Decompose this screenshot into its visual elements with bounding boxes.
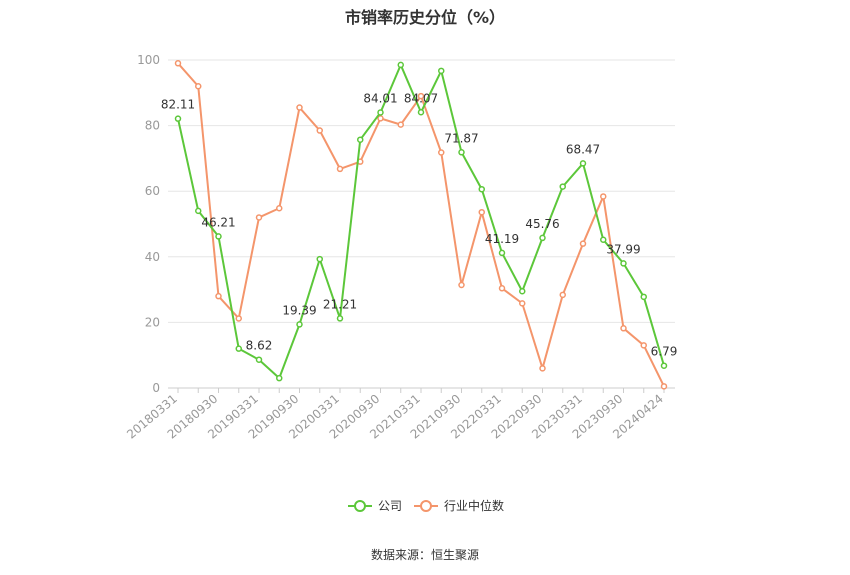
data-point[interactable] (640, 293, 647, 301)
data-labels: 82.11 46.21 8.62 19.39 21.21 84.01 84.07 71.87 4… (161, 91, 678, 358)
legend-label: 行业中位数 (444, 498, 504, 513)
data-point[interactable] (579, 240, 587, 247)
data-point[interactable] (195, 82, 202, 90)
y-tick-label: 0 (152, 381, 160, 395)
data-point[interactable] (519, 287, 526, 295)
data-point[interactable] (438, 67, 445, 75)
data-point[interactable] (579, 160, 587, 167)
data-point[interactable] (640, 342, 647, 349)
data-point[interactable] (215, 292, 222, 300)
data-point[interactable] (498, 285, 506, 292)
data-label: 82.11 (161, 98, 195, 112)
data-point[interactable] (276, 205, 283, 212)
data-point[interactable] (559, 291, 566, 299)
chart-title: 市销率历史分位（%） (344, 8, 506, 27)
data-label: 8.62 (246, 339, 273, 353)
data-point[interactable] (660, 383, 668, 390)
y-tick-label: 40 (145, 250, 160, 264)
data-point[interactable] (478, 208, 485, 216)
series-layer (174, 60, 668, 390)
data-point[interactable] (519, 300, 526, 307)
data-point[interactable] (174, 60, 182, 67)
data-point[interactable] (559, 183, 566, 190)
data-label: 45.76 (525, 217, 559, 231)
source-note: 数据来源：恒生聚源 (370, 548, 479, 562)
axes: 0204060801002018033120180930201903312019… (124, 53, 675, 442)
data-point[interactable] (600, 193, 607, 200)
data-label: 71.87 (444, 131, 478, 145)
data-point[interactable] (539, 365, 546, 372)
data-point[interactable] (417, 109, 425, 116)
legend-marker-icon (354, 500, 366, 512)
data-point[interactable] (316, 255, 323, 263)
data-point[interactable] (255, 356, 263, 363)
y-tick-label: 80 (145, 119, 160, 133)
legend[interactable]: 公司 行业中位数 (348, 498, 504, 513)
y-tick-label: 60 (145, 184, 160, 198)
y-tick-label: 20 (145, 315, 160, 329)
data-label: 84.07 (404, 91, 438, 105)
data-point[interactable] (438, 149, 445, 156)
data-point[interactable] (377, 115, 384, 122)
data-point[interactable] (195, 207, 202, 215)
data-point[interactable] (498, 249, 506, 257)
data-point[interactable] (620, 260, 627, 267)
data-point[interactable] (539, 234, 546, 242)
data-point[interactable] (296, 321, 303, 328)
data-point[interactable] (296, 104, 303, 111)
data-point[interactable] (660, 362, 668, 369)
legend-item-company[interactable]: 公司 (348, 499, 402, 513)
data-point[interactable] (397, 61, 404, 69)
data-point[interactable] (478, 185, 485, 193)
data-point[interactable] (377, 109, 384, 116)
data-label: 46.21 (201, 215, 235, 229)
legend-marker-icon (420, 500, 432, 512)
data-point[interactable] (235, 345, 242, 352)
data-point[interactable] (600, 236, 607, 243)
data-point[interactable] (255, 214, 263, 221)
data-point[interactable] (276, 374, 283, 382)
legend-label: 公司 (378, 499, 402, 513)
data-point[interactable] (336, 165, 344, 173)
data-point[interactable] (357, 136, 364, 143)
data-point[interactable] (458, 281, 465, 289)
data-label: 21.21 (323, 297, 357, 311)
data-point[interactable] (174, 115, 182, 122)
data-label: 37.99 (606, 242, 640, 256)
data-label: 6.79 (651, 345, 678, 359)
legend-item-industry-median[interactable]: 行业中位数 (414, 498, 504, 513)
data-point[interactable] (417, 92, 425, 100)
y-tick-label: 100 (137, 53, 160, 67)
data-point[interactable] (316, 127, 323, 134)
data-label: 19.39 (282, 303, 316, 317)
data-point[interactable] (336, 315, 344, 322)
data-point[interactable] (397, 121, 404, 128)
data-point[interactable] (620, 325, 627, 332)
data-point[interactable] (458, 149, 465, 156)
data-label: 41.19 (485, 232, 519, 246)
data-label: 68.47 (566, 142, 600, 156)
data-label: 84.01 (363, 91, 397, 105)
data-point[interactable] (215, 233, 222, 240)
data-point[interactable] (235, 315, 242, 322)
